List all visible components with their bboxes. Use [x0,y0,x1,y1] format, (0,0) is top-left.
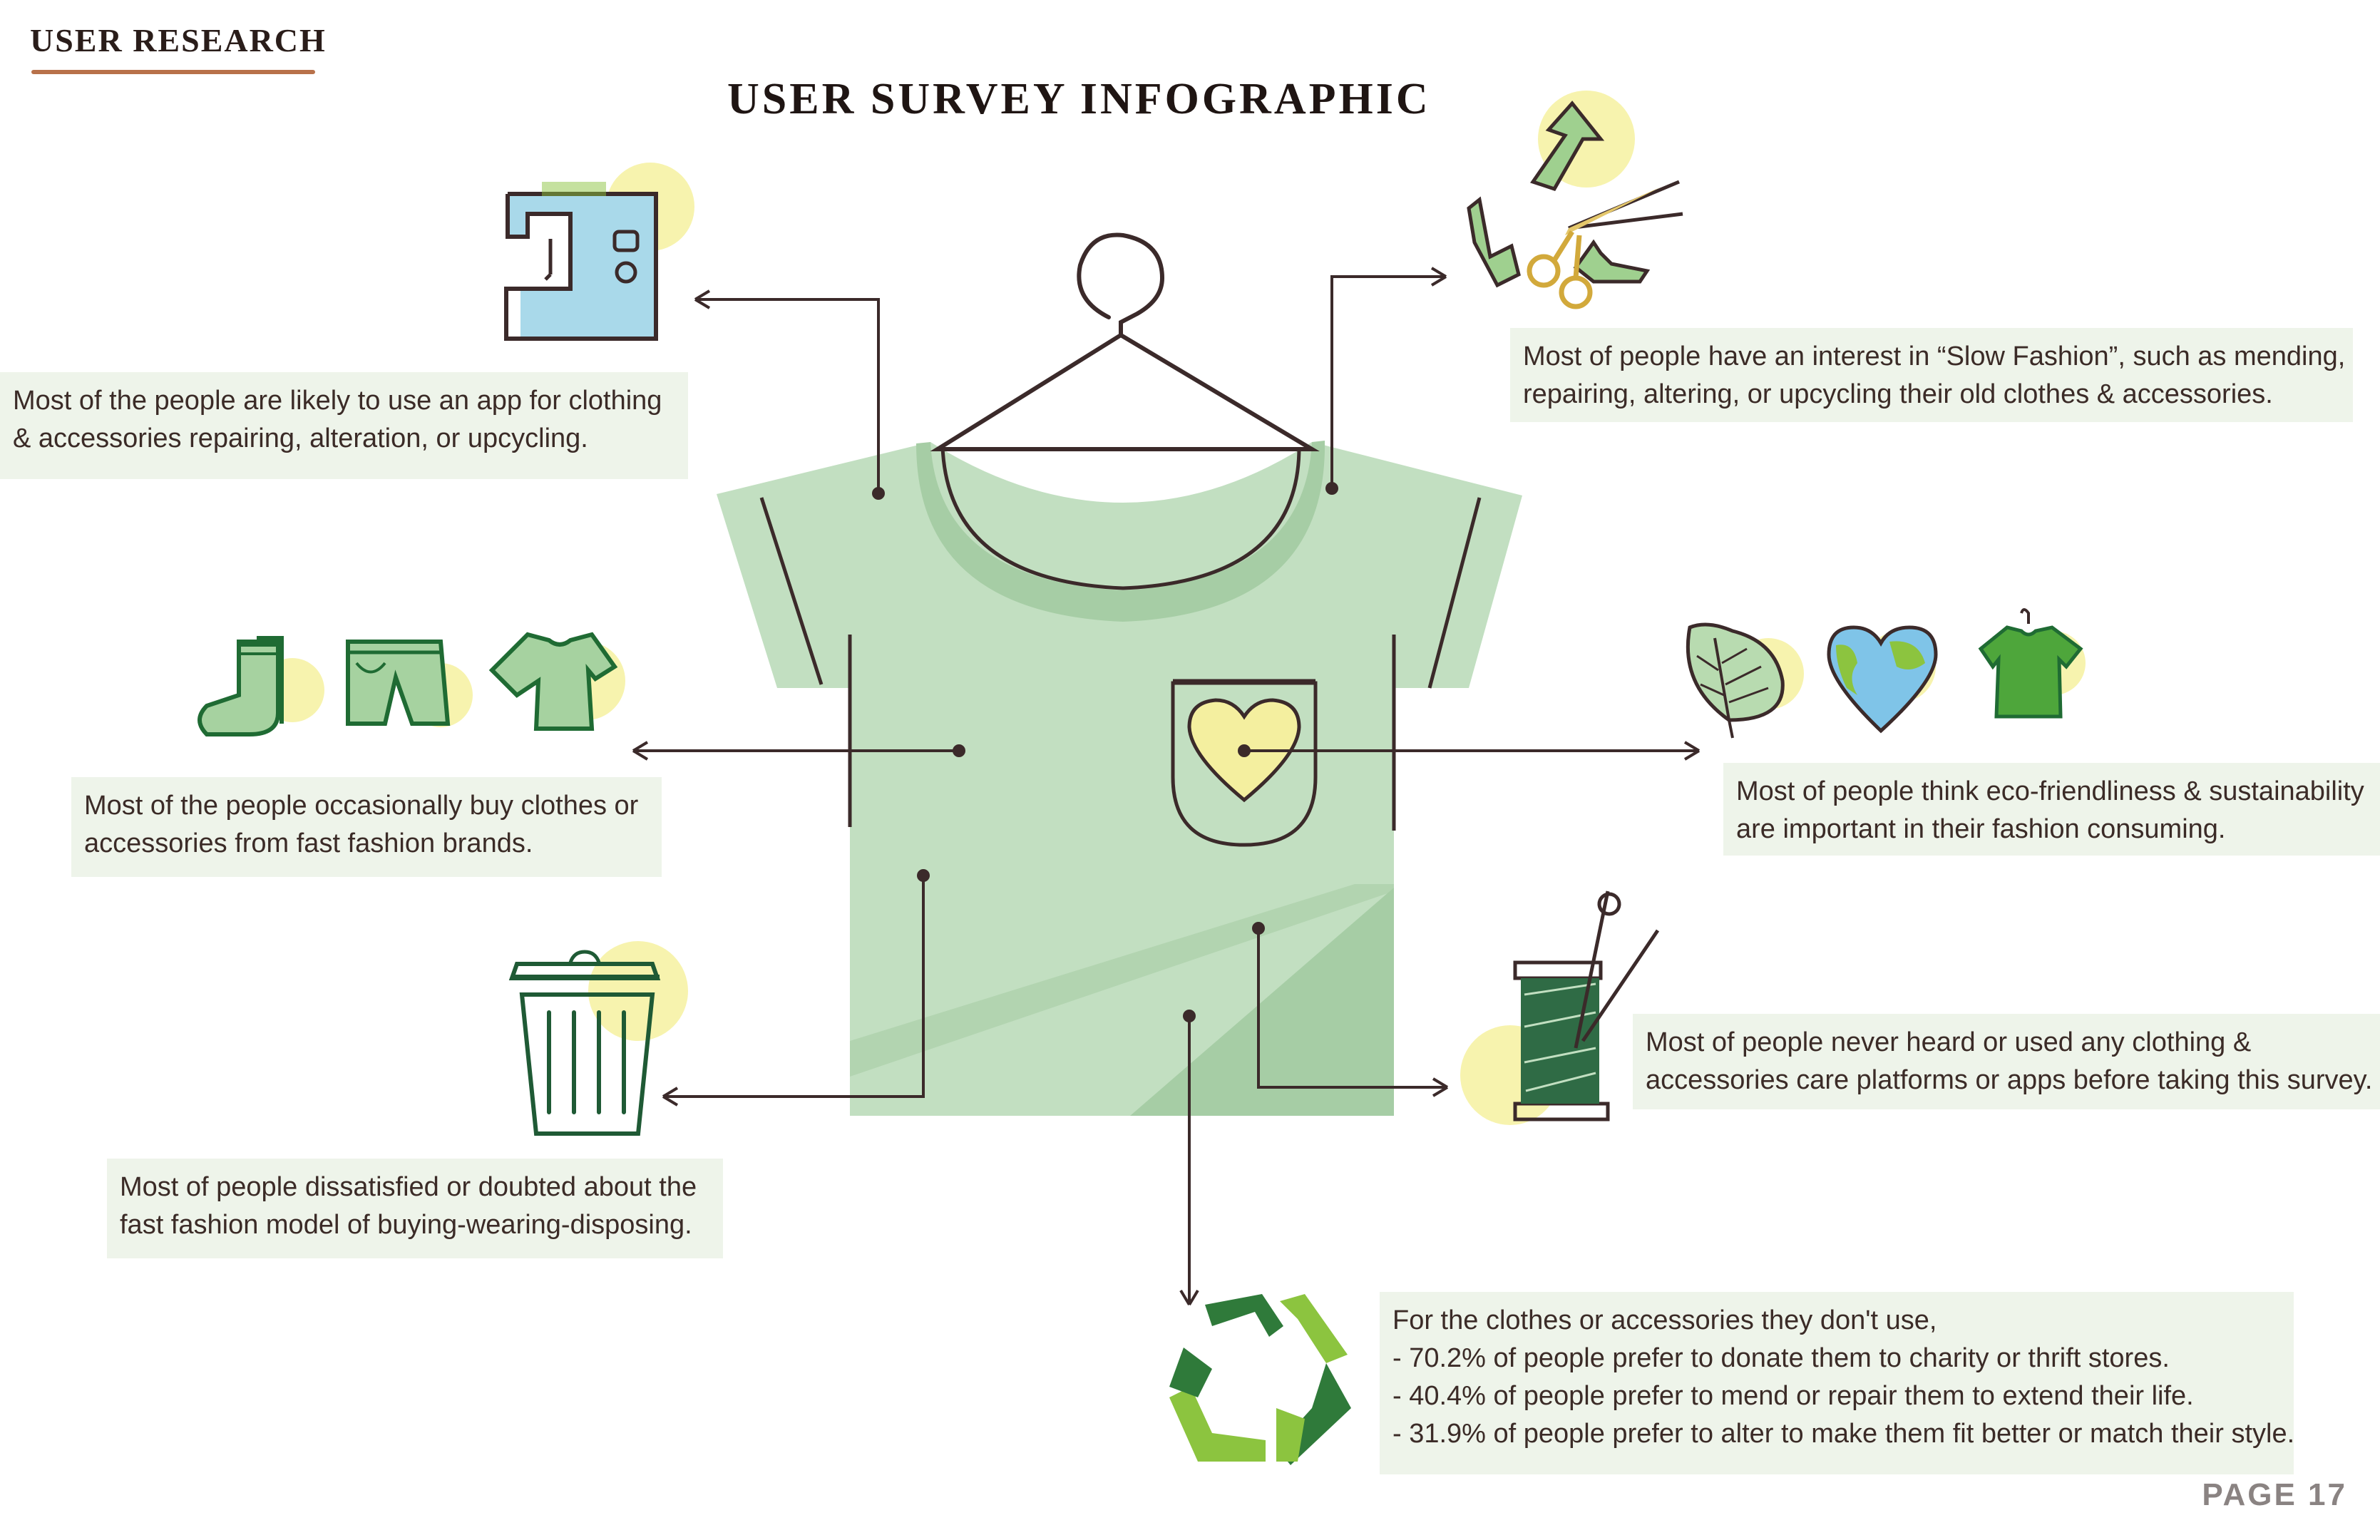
note-dissatisfied: Most of people dissatisfied or doubted a… [107,1159,723,1258]
section-underline [31,70,315,74]
note-line: are important in their fashion consuming… [1736,814,2226,844]
tshirt-illustration [717,441,1522,1116]
note-fast-fashion: Most of the people occasionally buy clot… [71,777,662,877]
list-item: - 40.4% of people prefer to mend or repa… [1392,1381,2194,1411]
trash-bin-icon [508,941,688,1136]
note-line: Most of the people are likely to use an … [13,386,662,416]
note-eco: Most of people think eco-friendliness & … [1723,763,2380,856]
section-label: USER RESEARCH [30,22,327,58]
list-item: - 70.2% of people prefer to donate them … [1392,1343,2170,1373]
note-line: repairing, altering, or upcycling their … [1523,379,2273,409]
note-line: Most of people dissatisfied or doubted a… [120,1172,697,1202]
note-care-platforms: Most of people never heard or used any c… [1633,1014,2380,1109]
hanger-icon [930,232,1320,451]
list-item: - 31.9% of people prefer to alter to mak… [1392,1419,2295,1449]
page-number: PAGE 17 [2202,1477,2347,1512]
leaf-icon [1686,622,1804,739]
earth-heart-icon [1827,625,1938,734]
thread-spool-icon [1460,890,1660,1125]
note-line: Most of people have an interest in “Slow… [1523,342,2346,371]
page-title: USER SURVEY INFOGRAPHIC [727,75,1431,123]
note-line: Most of people think eco-friendliness & … [1736,776,2364,806]
note-line: accessories care platforms or apps befor… [1646,1065,2373,1095]
note-line: Most of the people occasionally buy clot… [84,791,639,821]
note-disposal: For the clothes or accessories they don'… [1380,1292,2294,1474]
sewing-machine-icon [504,163,694,341]
note-line: accessories from fast fashion brands. [84,828,533,858]
note-slow-fashion: Most of people have an interest in “Slow… [1510,328,2353,422]
hanging-shirt-icon [1978,608,2086,719]
note-app-usage: Most of the people are likely to use an … [0,372,688,479]
shorts-icon [346,640,473,727]
heart-pocket-icon [1171,679,1318,847]
socks-icon [198,636,324,736]
note-line: & accessories repairing, alteration, or … [13,423,588,453]
recycle-icon [1169,1294,1351,1465]
note-line: For the clothes or accessories they don'… [1392,1305,1937,1335]
note-line: Most of people never heard or used any c… [1646,1027,2252,1057]
connector-lines [632,267,1701,1306]
tshirt-icon [488,632,625,731]
upcycle-arrows-scissors-icon [1467,91,1683,309]
note-line: fast fashion model of buying-wearing-dis… [120,1210,692,1240]
